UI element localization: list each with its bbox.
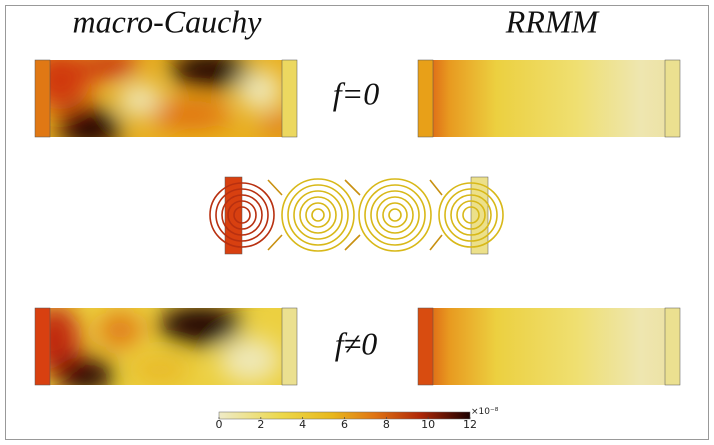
colorbar-tick-label: 4	[299, 418, 306, 431]
colorbar-ticks: 0 2 4 6 8 10 12	[216, 417, 477, 431]
end-block	[34, 307, 51, 386]
heatmap	[35, 60, 297, 137]
microstructure	[209, 176, 504, 255]
frame	[5, 5, 709, 440]
colorbar-tick-label: 0	[216, 418, 223, 431]
colorbar-tick-label: 10	[421, 418, 435, 431]
heatmap	[418, 60, 680, 137]
colorbar-tick-label: 2	[257, 418, 264, 431]
column-title: RRMM	[505, 3, 601, 39]
end-block	[664, 307, 681, 386]
row-label: f=0	[333, 75, 379, 111]
colorbar-multiplier: ×10⁻⁸	[471, 407, 499, 417]
end-block	[417, 59, 434, 138]
end-block	[281, 59, 298, 138]
row-label: f≠0	[335, 325, 377, 361]
column-title: macro-Cauchy	[73, 3, 263, 39]
end-block	[281, 307, 298, 386]
heatmap	[35, 308, 297, 385]
colorbar-tick-label: 8	[383, 418, 390, 431]
heatmap	[418, 308, 680, 385]
end-block	[664, 59, 681, 138]
end-block	[417, 307, 434, 386]
colorbar-tick-label: 12	[463, 418, 477, 431]
colorbar-tick-label: 6	[341, 418, 348, 431]
end-block	[34, 59, 51, 138]
